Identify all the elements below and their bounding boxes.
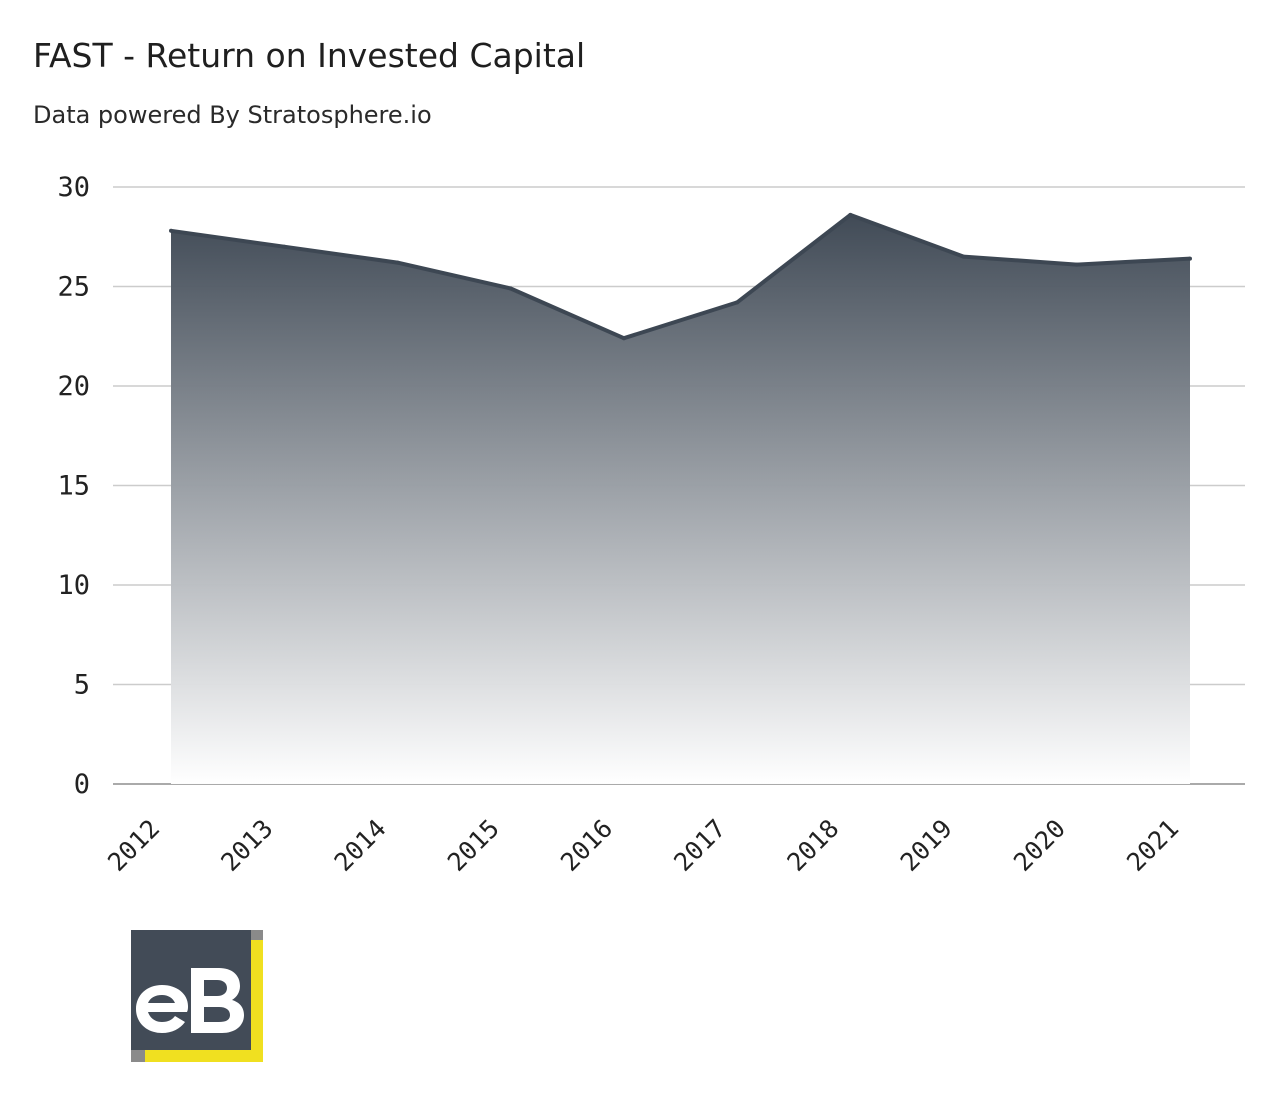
- x-tick-label: 2018: [781, 814, 844, 877]
- x-tick-label: 2012: [102, 814, 165, 877]
- x-axis-ticks: 2012 2013 2014 2015 2016 2017 2018 2019 2020 2021: [102, 814, 1184, 877]
- y-tick-label: 15: [57, 471, 90, 502]
- data-point-2018: [848, 212, 853, 217]
- x-tick-label: 2013: [215, 814, 278, 877]
- y-tick-label: 0: [74, 769, 90, 800]
- series-line: [170, 212, 1191, 341]
- x-tick-label: 2016: [555, 814, 618, 877]
- x-tick-label: 2015: [442, 814, 505, 877]
- y-tick-label: 25: [57, 272, 90, 303]
- data-point-2014: [395, 260, 400, 265]
- area-fill: [171, 214, 1190, 784]
- x-tick-label: 2019: [895, 814, 958, 877]
- area-series: [169, 212, 1192, 784]
- data-point-2017: [735, 300, 740, 305]
- data-point-2013: [282, 244, 287, 249]
- logo-letter-b: [191, 968, 244, 1033]
- y-tick-label: 30: [57, 172, 90, 203]
- chart-title: FAST - Return on Invested Capital: [33, 36, 586, 75]
- y-axis-ticks: 0 5 10 15 20 25 30: [57, 172, 90, 800]
- x-tick-label: 2014: [329, 814, 392, 877]
- y-tick-label: 5: [74, 670, 90, 701]
- data-point-2019: [961, 254, 966, 259]
- logo-letter-e: [136, 985, 188, 1033]
- chart-subtitle: Data powered By Stratosphere.io: [33, 101, 432, 129]
- y-tick-label: 10: [57, 570, 90, 601]
- data-point-2015: [508, 286, 513, 291]
- x-tick-label: 2020: [1008, 814, 1071, 877]
- x-tick-label: 2021: [1121, 814, 1184, 877]
- y-tick-label: 20: [57, 371, 90, 402]
- data-point-2021: [1188, 256, 1192, 261]
- data-point-2012: [169, 228, 173, 233]
- eb-logo: [131, 930, 263, 1062]
- data-point-2020: [1074, 262, 1079, 267]
- logo-shadow-strip: [131, 1050, 145, 1062]
- data-point-2016: [621, 336, 626, 341]
- x-tick-label: 2017: [668, 814, 731, 877]
